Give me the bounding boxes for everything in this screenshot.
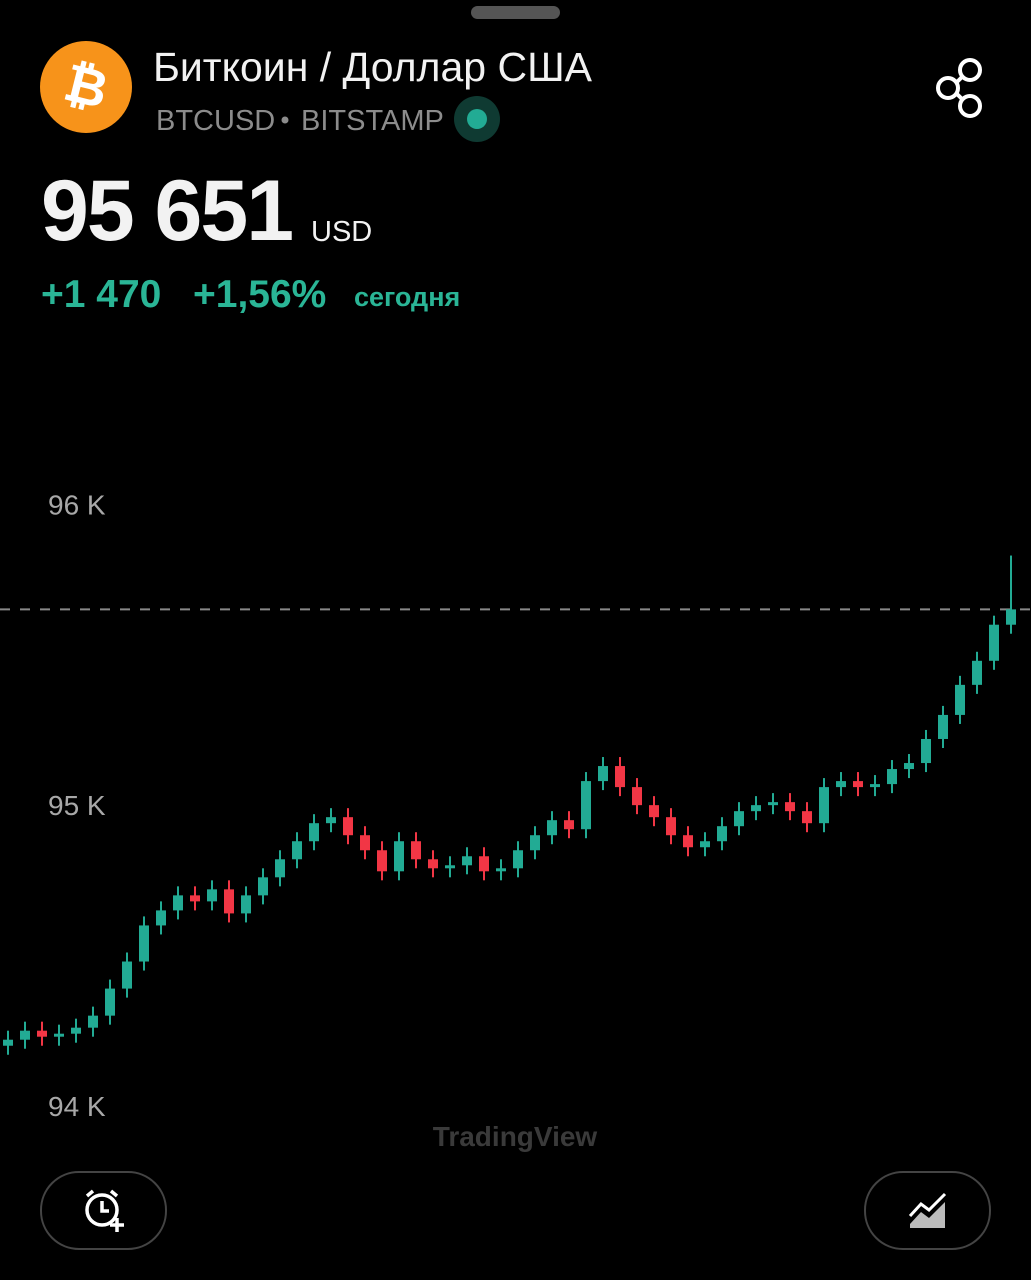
candle-body (870, 784, 880, 788)
candle-body (666, 817, 676, 836)
candle-body (496, 868, 506, 872)
y-tick-label: 95 K (48, 790, 106, 821)
candle-body (938, 714, 948, 739)
candle-body (921, 738, 931, 764)
title: Биткоин / Доллар США (153, 44, 593, 90)
separator (281, 116, 289, 124)
price: 95 651 (41, 163, 292, 259)
candle-body (598, 766, 608, 782)
candle-body (88, 1015, 98, 1028)
candle-body (309, 823, 319, 842)
currency: USD (311, 216, 372, 248)
y-tick-label: 94 K (48, 1091, 106, 1122)
candle-body (37, 1030, 47, 1037)
candle-body (445, 865, 455, 869)
candle-body (479, 856, 489, 872)
candle-body (462, 856, 472, 866)
candle-body (734, 811, 744, 827)
candle-body (581, 781, 591, 830)
candle-body (20, 1030, 30, 1040)
watermark: TradingView (433, 1121, 598, 1152)
candle-body (649, 805, 659, 818)
candle-body (802, 811, 812, 824)
candle-body (564, 820, 574, 830)
bitcoin-logo: ₿ (40, 41, 132, 133)
candle-body (683, 835, 693, 848)
candle-body (751, 805, 761, 812)
candle-body (139, 925, 149, 962)
candle-body (836, 781, 846, 788)
symbol: BTCUSD (156, 105, 275, 137)
candle-body (547, 820, 557, 836)
candle-body (428, 859, 438, 869)
candle-body (700, 841, 710, 848)
candle-body (972, 660, 982, 685)
market-status (467, 109, 487, 129)
y-tick-label: 96 K (48, 489, 106, 520)
candle-body (343, 817, 353, 836)
candle-body (54, 1033, 64, 1037)
candle-body (3, 1039, 13, 1046)
candle-body (904, 763, 914, 770)
change-absolute: +1 470 (41, 273, 161, 316)
candle-body (241, 895, 251, 914)
candle-body (360, 835, 370, 851)
candle-body (394, 841, 404, 872)
share-button[interactable] (936, 58, 982, 118)
candle-body (156, 910, 166, 926)
candle-body (615, 766, 625, 788)
candle-body (258, 877, 268, 896)
candle-body (530, 835, 540, 851)
candle-body (275, 859, 285, 878)
drag-handle[interactable] (471, 6, 560, 19)
chart: 96 K 95 K 94 K (0, 489, 1031, 1122)
change-percent: +1,56% (193, 273, 326, 316)
candle-body (955, 684, 965, 715)
alert-button[interactable] (40, 1171, 167, 1250)
candle-body (173, 895, 183, 911)
candle-body (989, 624, 999, 661)
candle-body (785, 802, 795, 812)
change-period: сегодня (354, 282, 460, 312)
candle-body (768, 802, 778, 806)
exchange: BITSTAMP (301, 105, 444, 137)
candle-body (326, 817, 336, 824)
chart-button[interactable] (864, 1171, 991, 1250)
candle-body (819, 787, 829, 824)
candle-body (122, 961, 132, 989)
candle-body (105, 988, 115, 1016)
candle-body (411, 841, 421, 860)
candle-body (717, 826, 727, 842)
candle-body (513, 850, 523, 869)
candle-body (887, 769, 897, 785)
candle-body (207, 889, 217, 902)
candle-body (377, 850, 387, 872)
candle-body (853, 781, 863, 788)
candle-body (71, 1027, 81, 1034)
candle-body (632, 787, 642, 806)
candle-body (292, 841, 302, 860)
candle-body (224, 889, 234, 914)
candle-body (1006, 609, 1016, 625)
candle-body (190, 895, 200, 902)
